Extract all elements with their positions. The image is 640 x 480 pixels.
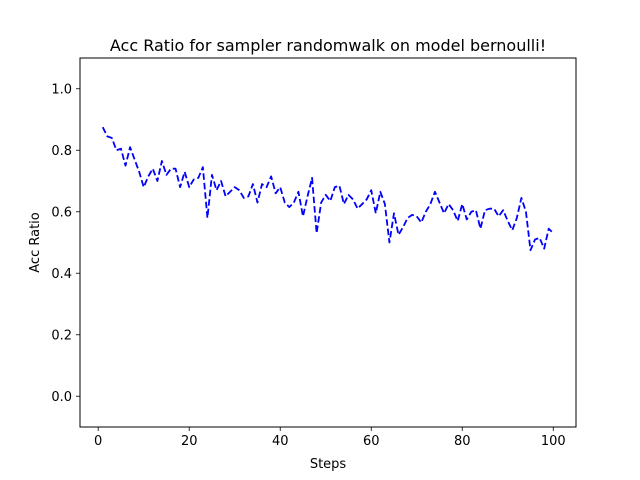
y-tick-label: 0.8 (51, 144, 72, 159)
y-axis-ticks: 0.0 0.2 0.4 0.6 0.8 1.0 (51, 82, 80, 405)
x-tick-label: 0 (94, 434, 102, 449)
y-tick-label: 0.4 (51, 267, 72, 282)
series-layer (101, 126, 554, 252)
x-axis-ticks: 0 20 40 60 80 100 (94, 427, 566, 449)
y-tick-label: 0.2 (51, 328, 72, 343)
y-tick-label: 0.6 (51, 205, 72, 220)
x-tick-label: 100 (541, 434, 566, 449)
x-tick-label: 80 (454, 434, 471, 449)
x-axis-label: Steps (310, 457, 347, 472)
x-tick-label: 60 (363, 434, 380, 449)
chart-title: Acc Ratio for sampler randomwalk on mode… (110, 36, 546, 55)
y-tick-label: 0.0 (51, 390, 72, 405)
y-axis-label: Acc Ratio (28, 212, 43, 273)
series-line (101, 126, 554, 252)
plot-frame (79, 57, 577, 428)
x-tick-label: 40 (272, 434, 289, 449)
x-tick-label: 20 (181, 434, 198, 449)
y-tick-label: 1.0 (51, 82, 72, 97)
